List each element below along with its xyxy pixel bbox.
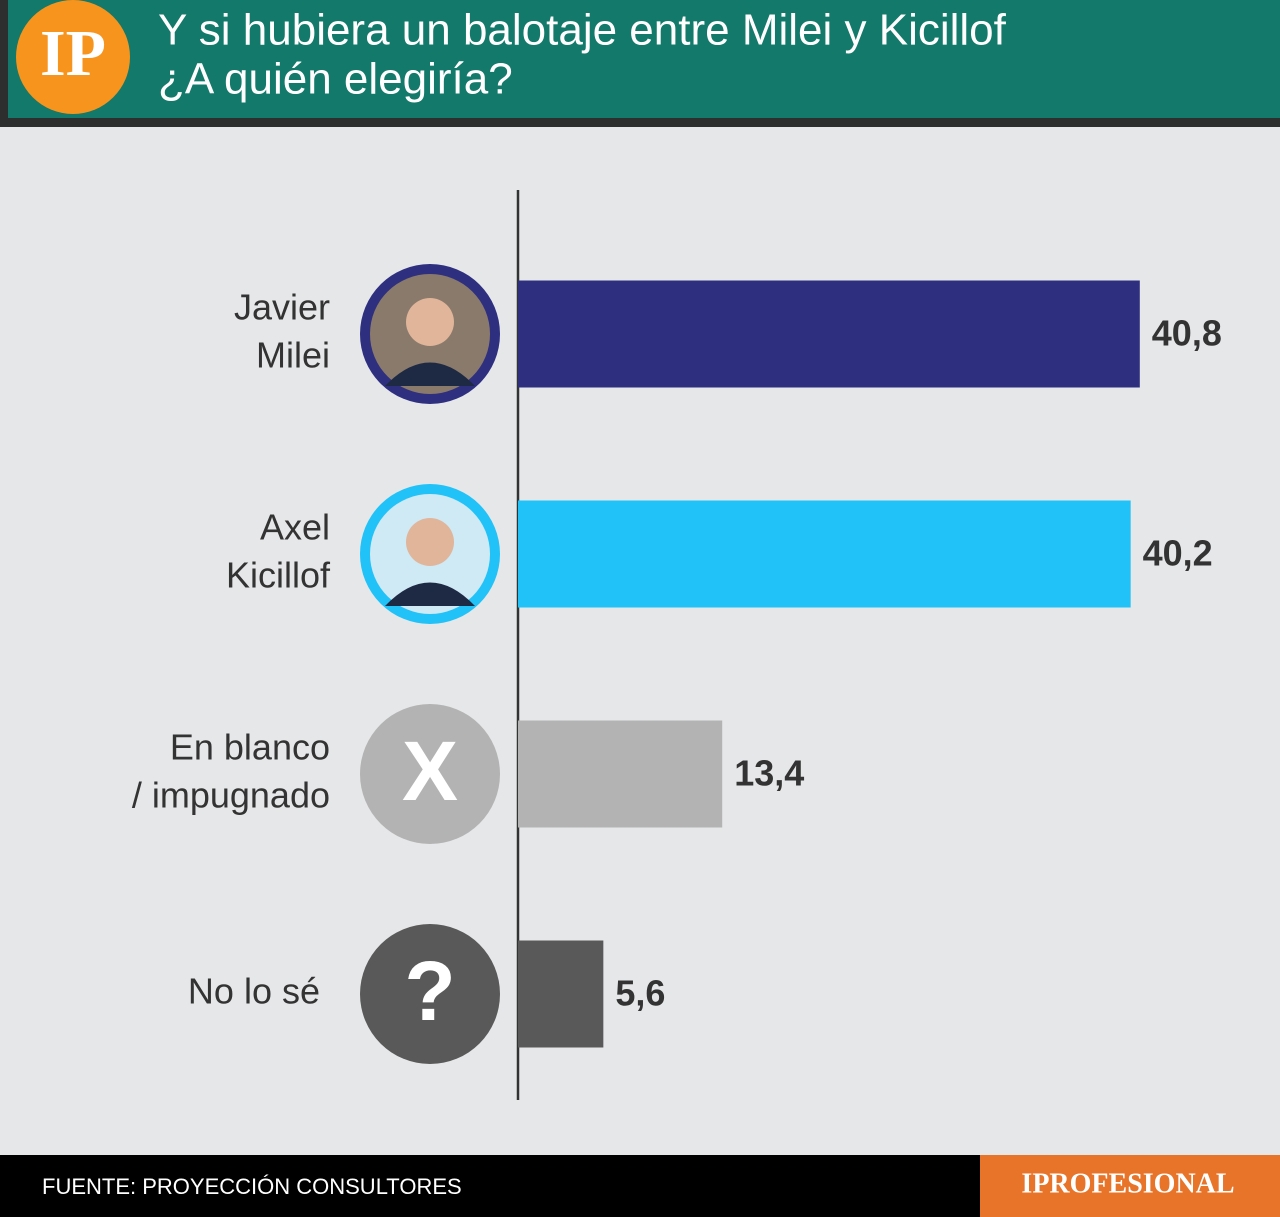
portrait-body bbox=[385, 362, 475, 386]
value-label: 40,8 bbox=[1152, 313, 1222, 354]
footer-brand-box bbox=[980, 1155, 1280, 1217]
value-label: 40,2 bbox=[1143, 533, 1213, 574]
bar bbox=[518, 720, 723, 828]
portrait-body bbox=[385, 582, 475, 606]
icon-symbol: X bbox=[402, 724, 458, 818]
header-border bbox=[0, 118, 1280, 127]
icon-symbol: ? bbox=[404, 944, 455, 1038]
category-label: Javier bbox=[234, 287, 330, 328]
bar bbox=[518, 280, 1140, 388]
bar bbox=[518, 500, 1131, 608]
source: FUENTE: PROYECCIÓN CONSULTORES bbox=[42, 1174, 462, 1199]
portrait-head bbox=[406, 518, 454, 566]
logo-circle bbox=[16, 0, 130, 114]
category-label: Axel bbox=[260, 507, 330, 548]
brand: IPROFESIONAL bbox=[1021, 1168, 1234, 1199]
header-edge bbox=[0, 0, 8, 127]
icon-circle bbox=[360, 704, 500, 844]
category-label: Kicillof bbox=[226, 555, 331, 596]
plot: 40,8 Javier Milei 40,2 Axel Kicillof 13,4 X En b… bbox=[132, 264, 1222, 1064]
category-label: Milei bbox=[256, 335, 330, 376]
bar bbox=[518, 940, 604, 1048]
icon-circle bbox=[360, 924, 500, 1064]
header-bar bbox=[0, 0, 1280, 120]
category-label: / impugnado bbox=[132, 775, 330, 816]
category-label: No lo sé bbox=[188, 971, 320, 1012]
portrait-head bbox=[406, 298, 454, 346]
category-label: En blanco bbox=[170, 727, 330, 768]
logo: IP bbox=[40, 17, 106, 90]
title-line: Y si hubiera un balotaje entre Milei y K… bbox=[158, 6, 1007, 55]
value-label: 13,4 bbox=[734, 753, 804, 794]
title-line: ¿A quién elegiría? bbox=[158, 55, 513, 104]
value-label: 5,6 bbox=[615, 973, 665, 1014]
